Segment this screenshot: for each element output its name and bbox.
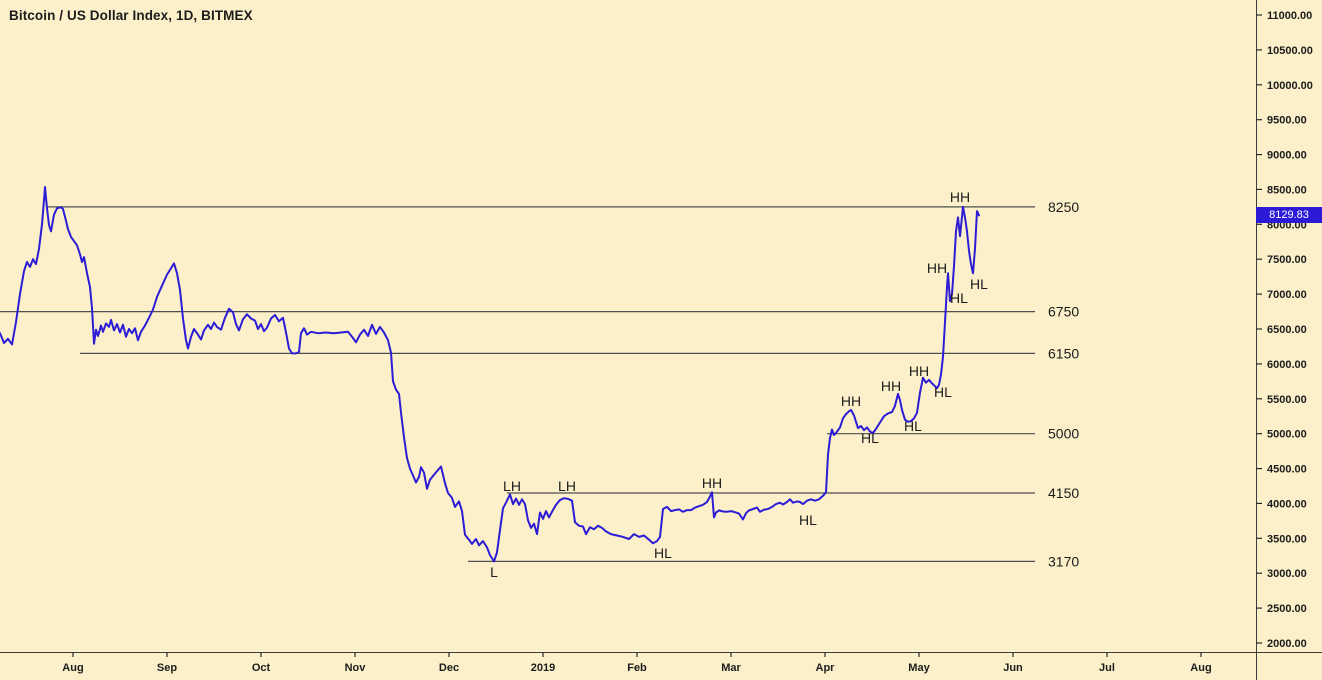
time-axis-label: 2019	[531, 662, 555, 674]
sr-levels: 8250 6750 6150 5000 4150 3170	[0, 199, 1079, 569]
annotation-hh[interactable]: HH	[881, 378, 901, 394]
price-line[interactable]	[0, 186, 980, 563]
price-axis-label: 2500.00	[1267, 603, 1307, 615]
annotation-lh[interactable]: LH	[558, 478, 576, 494]
sr-level-label-3170: 3170	[1048, 553, 1079, 569]
price-axis-label: 5500.00	[1267, 394, 1307, 406]
symbol-title: Bitcoin / US Dollar Index, 1D, BITMEX	[9, 8, 253, 23]
price-axis-label: 5000.00	[1267, 429, 1307, 441]
time-axis-label: Mar	[721, 662, 741, 674]
sr-level-label-6750: 6750	[1048, 304, 1079, 320]
annotation-l[interactable]: L	[490, 564, 498, 580]
annotation-hl[interactable]: HL	[970, 276, 988, 292]
time-axis-label: Nov	[345, 662, 367, 674]
time-axis-label: Sep	[157, 662, 177, 674]
sr-level-label-6150: 6150	[1048, 345, 1079, 361]
price-axis-label: 10000.00	[1267, 80, 1313, 92]
price-axis-label: 4000.00	[1267, 498, 1307, 510]
price-axis-label: 3000.00	[1267, 568, 1307, 580]
time-axis-label: Oct	[252, 662, 271, 674]
price-axis-label: 3500.00	[1267, 533, 1307, 545]
price-axis-label: 6000.00	[1267, 359, 1307, 371]
annotation-hl[interactable]: HL	[799, 512, 817, 528]
price-axis-label: 7500.00	[1267, 254, 1307, 266]
time-axis-label: Jul	[1099, 662, 1115, 674]
price-axis-label: 9000.00	[1267, 150, 1307, 162]
price-axis-label: 2000.00	[1267, 638, 1307, 650]
annotation-hh[interactable]: HH	[950, 189, 970, 205]
annotation-hl[interactable]: HL	[934, 384, 952, 400]
annotation-hl[interactable]: HL	[654, 545, 672, 561]
price-axis-label: 4500.00	[1267, 464, 1307, 476]
time-axis-label: Apr	[816, 662, 836, 674]
time-axis-label: Dec	[439, 662, 459, 674]
annotation-hl[interactable]: HL	[904, 418, 922, 434]
time-axis[interactable]: Aug Sep Oct Nov Dec 2019 Feb Mar Apr May Jun Jul Aug	[62, 652, 1212, 674]
price-axis-label: 11000.00	[1267, 10, 1312, 22]
price-axis-label: 9500.00	[1267, 115, 1307, 127]
sr-level-label-5000: 5000	[1048, 426, 1079, 442]
time-axis-label: Jun	[1003, 662, 1023, 674]
sr-level-label-4150: 4150	[1048, 485, 1079, 501]
price-axis-label: 7000.00	[1267, 289, 1307, 301]
price-axis-label: 8500.00	[1267, 184, 1307, 196]
time-axis-label: Aug	[1190, 662, 1211, 674]
price-axis[interactable]: 11000.00 10500.00 10000.00 9500.00 9000.00 85…	[1256, 10, 1313, 650]
time-axis-label: May	[908, 662, 930, 674]
annotation-hh[interactable]: HH	[702, 475, 722, 491]
annotation-hh[interactable]: HH	[927, 260, 947, 276]
annotation-hh[interactable]: HH	[841, 393, 861, 409]
time-axis-label: Feb	[627, 662, 647, 674]
time-axis-label: Aug	[62, 662, 83, 674]
annotation-hl[interactable]: HL	[950, 290, 968, 306]
price-axis-label: 10500.00	[1267, 45, 1313, 57]
annotation-hh[interactable]: HH	[909, 363, 929, 379]
annotation-hl[interactable]: HL	[861, 430, 879, 446]
annotation-lh[interactable]: LH	[503, 478, 521, 494]
last-price-badge: 8129.83	[1256, 207, 1322, 223]
price-axis-label: 6500.00	[1267, 324, 1307, 336]
sr-level-label-8250: 8250	[1048, 199, 1079, 215]
